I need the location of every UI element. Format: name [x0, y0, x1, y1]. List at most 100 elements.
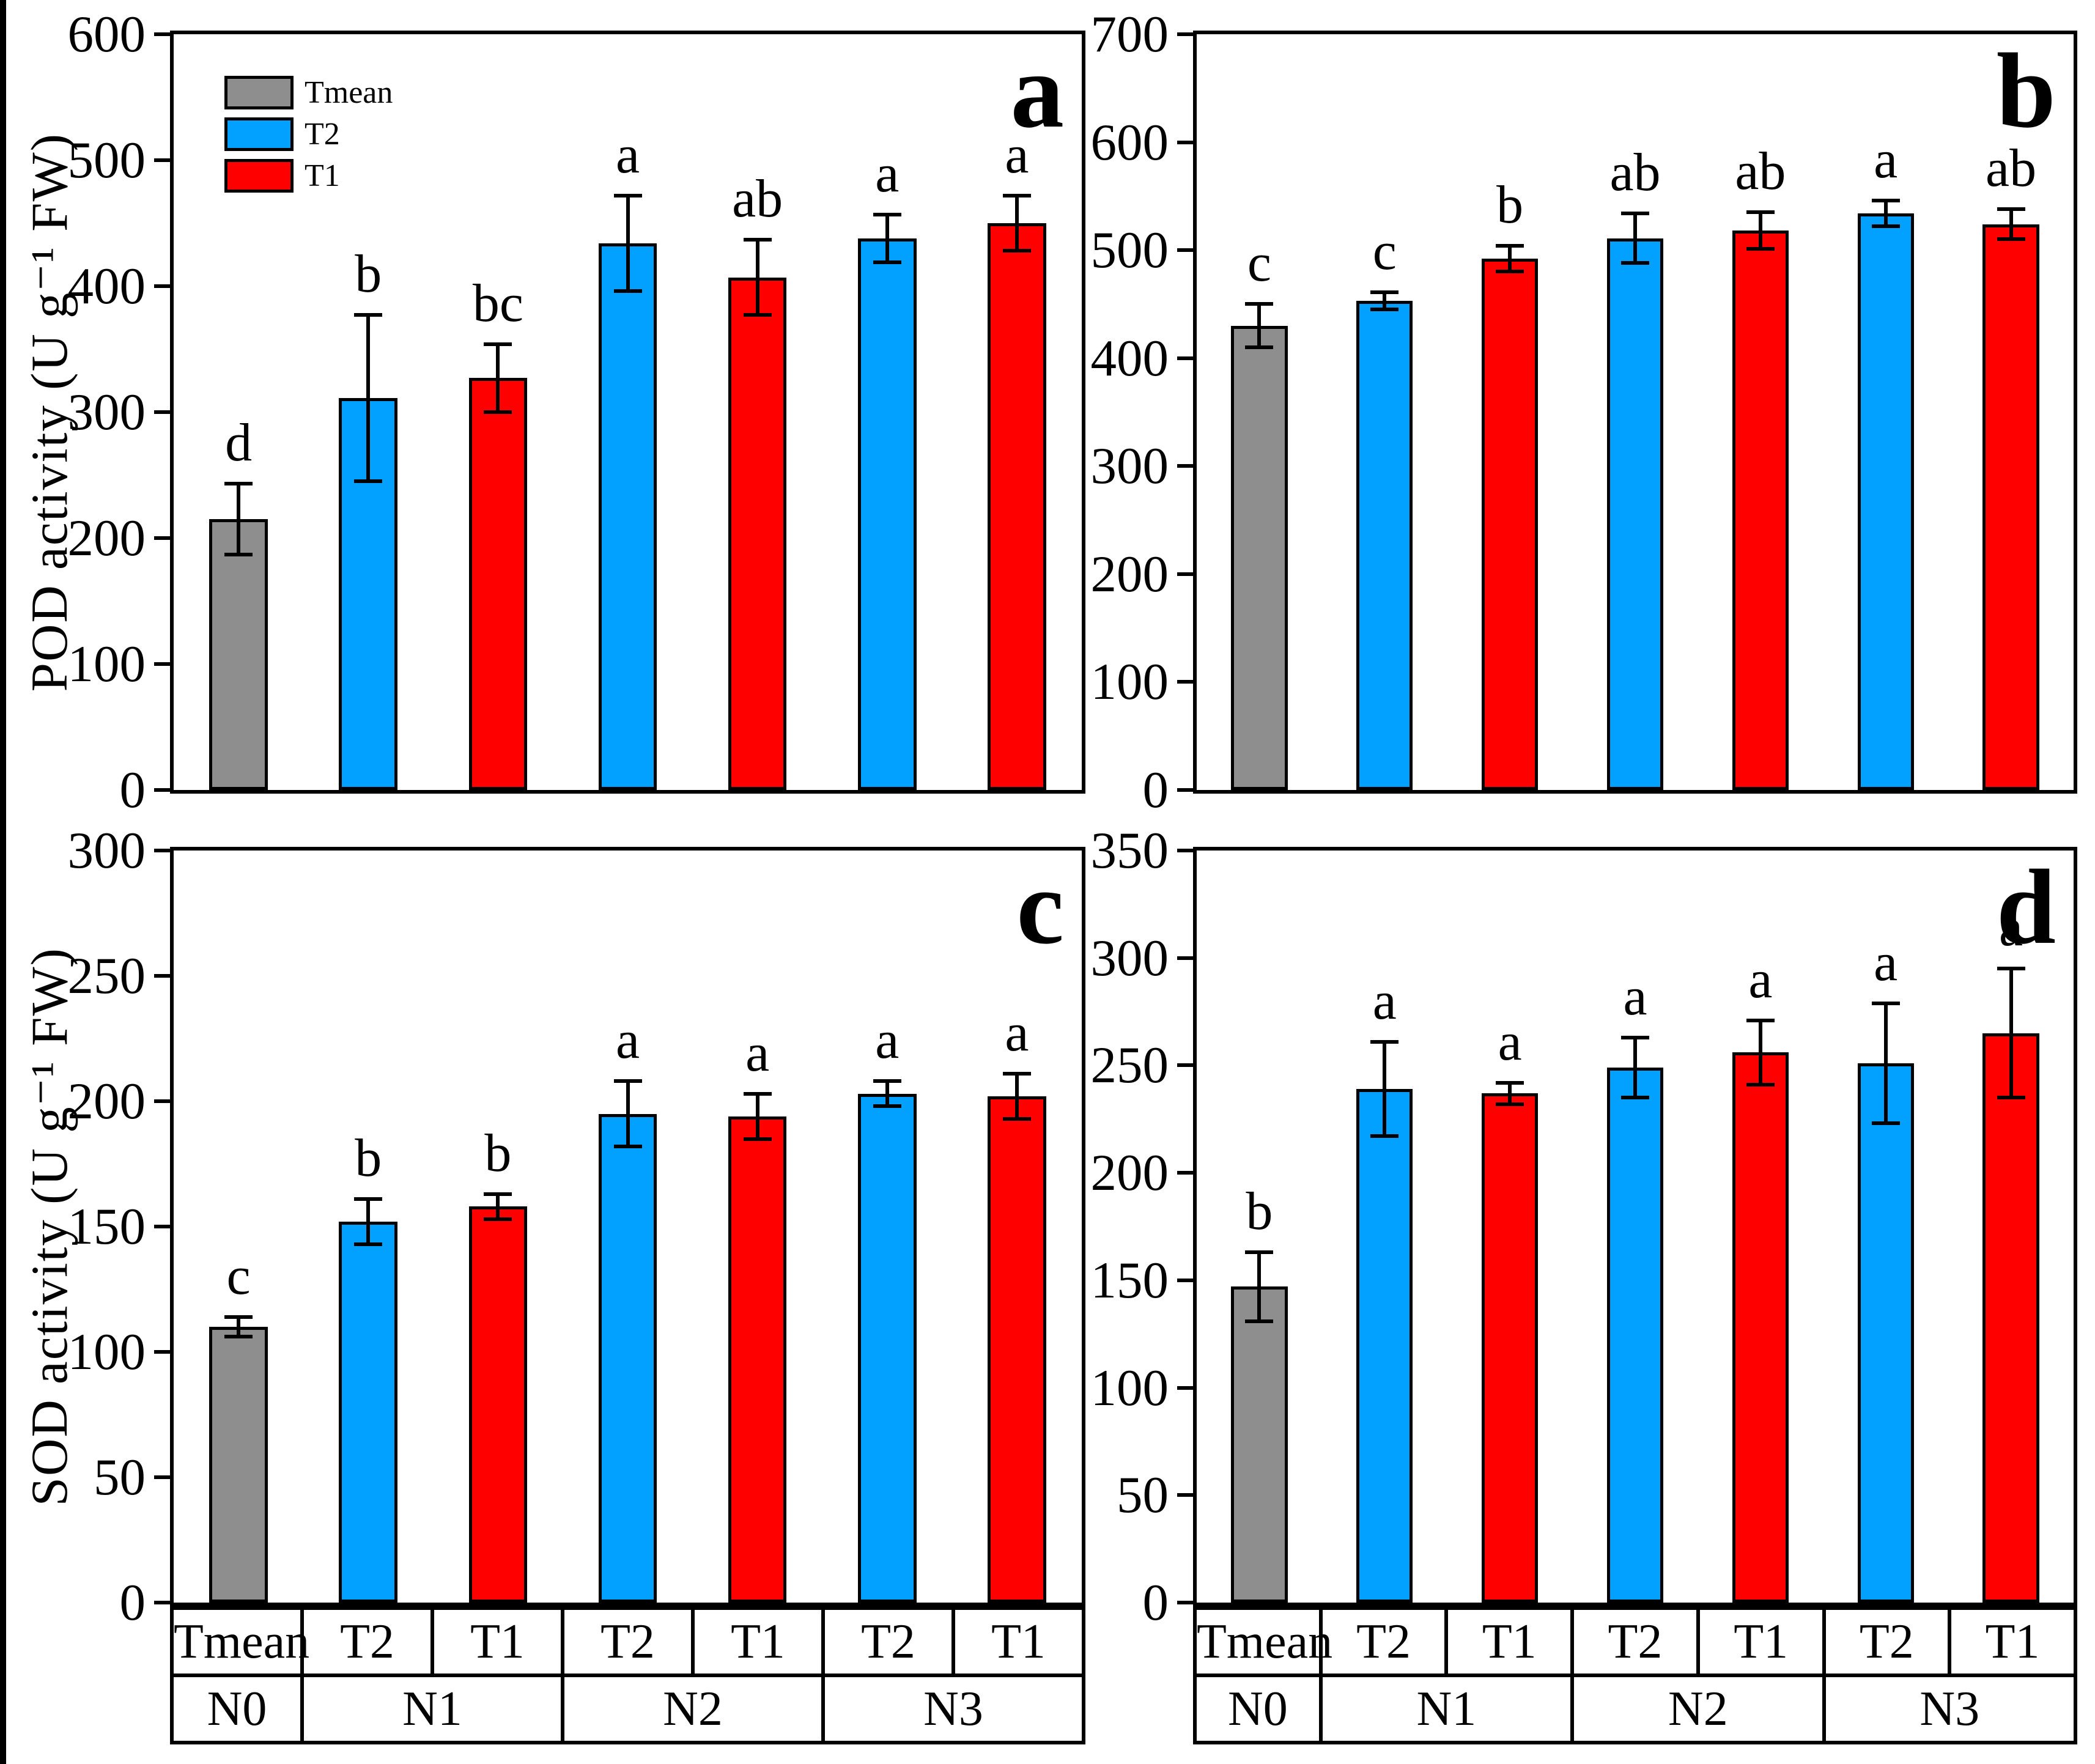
y-tick-label: 300: [67, 383, 146, 441]
error-bar-cap-bottom: [1002, 249, 1031, 253]
bar-N0-Tmean: [209, 519, 268, 790]
error-bar-line: [1758, 212, 1762, 249]
y-tick-mark: [154, 536, 170, 540]
error-bar-cap-bottom: [743, 1137, 772, 1141]
y-tick-label: 50: [1117, 1466, 1169, 1524]
significance-letter: c: [1372, 222, 1397, 281]
significance-letter: a: [1623, 967, 1647, 1027]
bar-N2-T1: [728, 277, 787, 790]
error-bar-cap-top: [873, 212, 901, 216]
y-tick-mark: [1177, 32, 1193, 36]
y-tick-mark: [154, 1475, 170, 1479]
error-bar-cap-bottom: [1002, 1116, 1031, 1121]
legend-item-tmean: Tmean: [224, 75, 481, 110]
significance-letter: a: [1005, 125, 1029, 185]
error-bar-cap-bottom: [1871, 1121, 1900, 1126]
significance-letter: a: [1372, 971, 1397, 1031]
panel-letter-a: a: [1010, 31, 1065, 150]
error-bar-cap-bottom: [1746, 247, 1775, 251]
treatment-cell: T1: [1444, 1606, 1575, 1677]
error-bar-line: [1508, 246, 1512, 272]
y-tick-label: 400: [1090, 329, 1169, 387]
y-axis-title: SOD activity (U g⁻¹ FW): [20, 947, 78, 1507]
error-bar-cap-bottom: [1370, 308, 1399, 312]
error-bar-cap-top: [1370, 290, 1399, 294]
error-bar-cap-top: [1002, 1071, 1031, 1076]
error-bar-line: [626, 1081, 630, 1146]
page-edge-line: [0, 0, 6, 1764]
panel-letter-c: c: [1016, 847, 1064, 966]
bar-N2-T1: [1732, 1052, 1789, 1603]
error-bar-line: [755, 1093, 759, 1139]
y-tick-label: 300: [1090, 929, 1169, 987]
significance-letter: a: [1498, 1012, 1522, 1072]
significance-letter: a: [1874, 130, 1898, 190]
y-tick-label: 250: [1090, 1036, 1169, 1094]
y-tick-label: 150: [1090, 1251, 1169, 1309]
error-bar-cap-bottom: [354, 1242, 383, 1246]
y-tick-label: 50: [94, 1448, 146, 1506]
y-tick-label: 0: [119, 1574, 146, 1631]
y-tick-mark: [154, 974, 170, 978]
bar-N3-T1: [988, 1096, 1046, 1603]
y-tick-mark: [1177, 1493, 1193, 1497]
error-bar-line: [885, 1081, 889, 1107]
y-tick-label: 500: [67, 131, 146, 189]
bar-N2-T1: [1732, 231, 1789, 790]
error-bar-cap-bottom: [1621, 1096, 1649, 1100]
legend-swatch-tmean: [224, 75, 294, 109]
y-tick-mark: [1177, 1278, 1193, 1282]
error-bar-cap-bottom: [484, 410, 512, 414]
bar-N3-T1: [1982, 224, 2039, 790]
significance-letter: a: [615, 1011, 640, 1071]
nitrogen-group-cell: N0: [170, 1674, 304, 1744]
significance-letter: a: [745, 1023, 770, 1083]
error-bar-line: [1383, 292, 1387, 310]
y-tick-label: 100: [1090, 653, 1169, 711]
error-bar-line: [496, 344, 500, 412]
significance-letter: d: [225, 413, 253, 473]
treatment-cell: T1: [691, 1606, 825, 1677]
significance-letter: b: [1246, 1182, 1273, 1242]
y-tick-label: 600: [1090, 113, 1169, 171]
bar-N0-Tmean: [1231, 325, 1288, 790]
legend-item-t1: T1: [224, 158, 481, 193]
legend-item-t2: T2: [224, 116, 481, 152]
y-tick-label: 700: [1090, 6, 1169, 63]
error-bar-cap-bottom: [1997, 237, 2025, 242]
bar-N1-T2: [339, 398, 397, 790]
error-bar-cap-top: [743, 1091, 772, 1096]
error-bar-line: [1633, 1037, 1637, 1098]
y-tick-mark: [154, 1350, 170, 1354]
y-tick-mark: [1177, 572, 1193, 576]
significance-letter: a: [1748, 950, 1773, 1009]
significance-letter: b: [355, 245, 382, 304]
bar-N3-T2: [1857, 1063, 1914, 1603]
y-tick-mark: [1177, 248, 1193, 253]
bar-N2-T2: [1606, 1067, 1664, 1603]
error-bar-line: [1508, 1082, 1512, 1104]
error-bar-line: [2009, 209, 2013, 240]
legend-swatch-t1: [224, 158, 294, 193]
error-bar-cap-top: [1621, 212, 1649, 216]
error-bar-cap-top: [873, 1079, 901, 1083]
y-tick-label: 300: [67, 822, 146, 879]
y-tick-mark: [154, 1099, 170, 1103]
significance-letter: a: [1874, 932, 1898, 992]
error-bar-cap-top: [1871, 198, 1900, 202]
treatment-cell: T2: [300, 1606, 434, 1677]
y-tick-mark: [154, 410, 170, 414]
significance-letter: a: [875, 1011, 900, 1071]
error-bar-cap-top: [1871, 1001, 1900, 1005]
error-bar-cap-bottom: [484, 1217, 512, 1221]
treatment-cell: T1: [1696, 1606, 1826, 1677]
treatment-cell: Tmean: [170, 1606, 309, 1677]
error-bar-cap-top: [1370, 1039, 1399, 1044]
error-bar-line: [1883, 200, 1888, 227]
error-bar-line: [1014, 195, 1019, 251]
error-bar-cap-bottom: [1621, 261, 1649, 265]
y-tick-label: 200: [67, 1072, 146, 1130]
error-bar-cap-top: [354, 313, 383, 317]
error-bar-line: [1883, 1003, 1888, 1124]
bar-N3-T2: [1857, 213, 1914, 790]
